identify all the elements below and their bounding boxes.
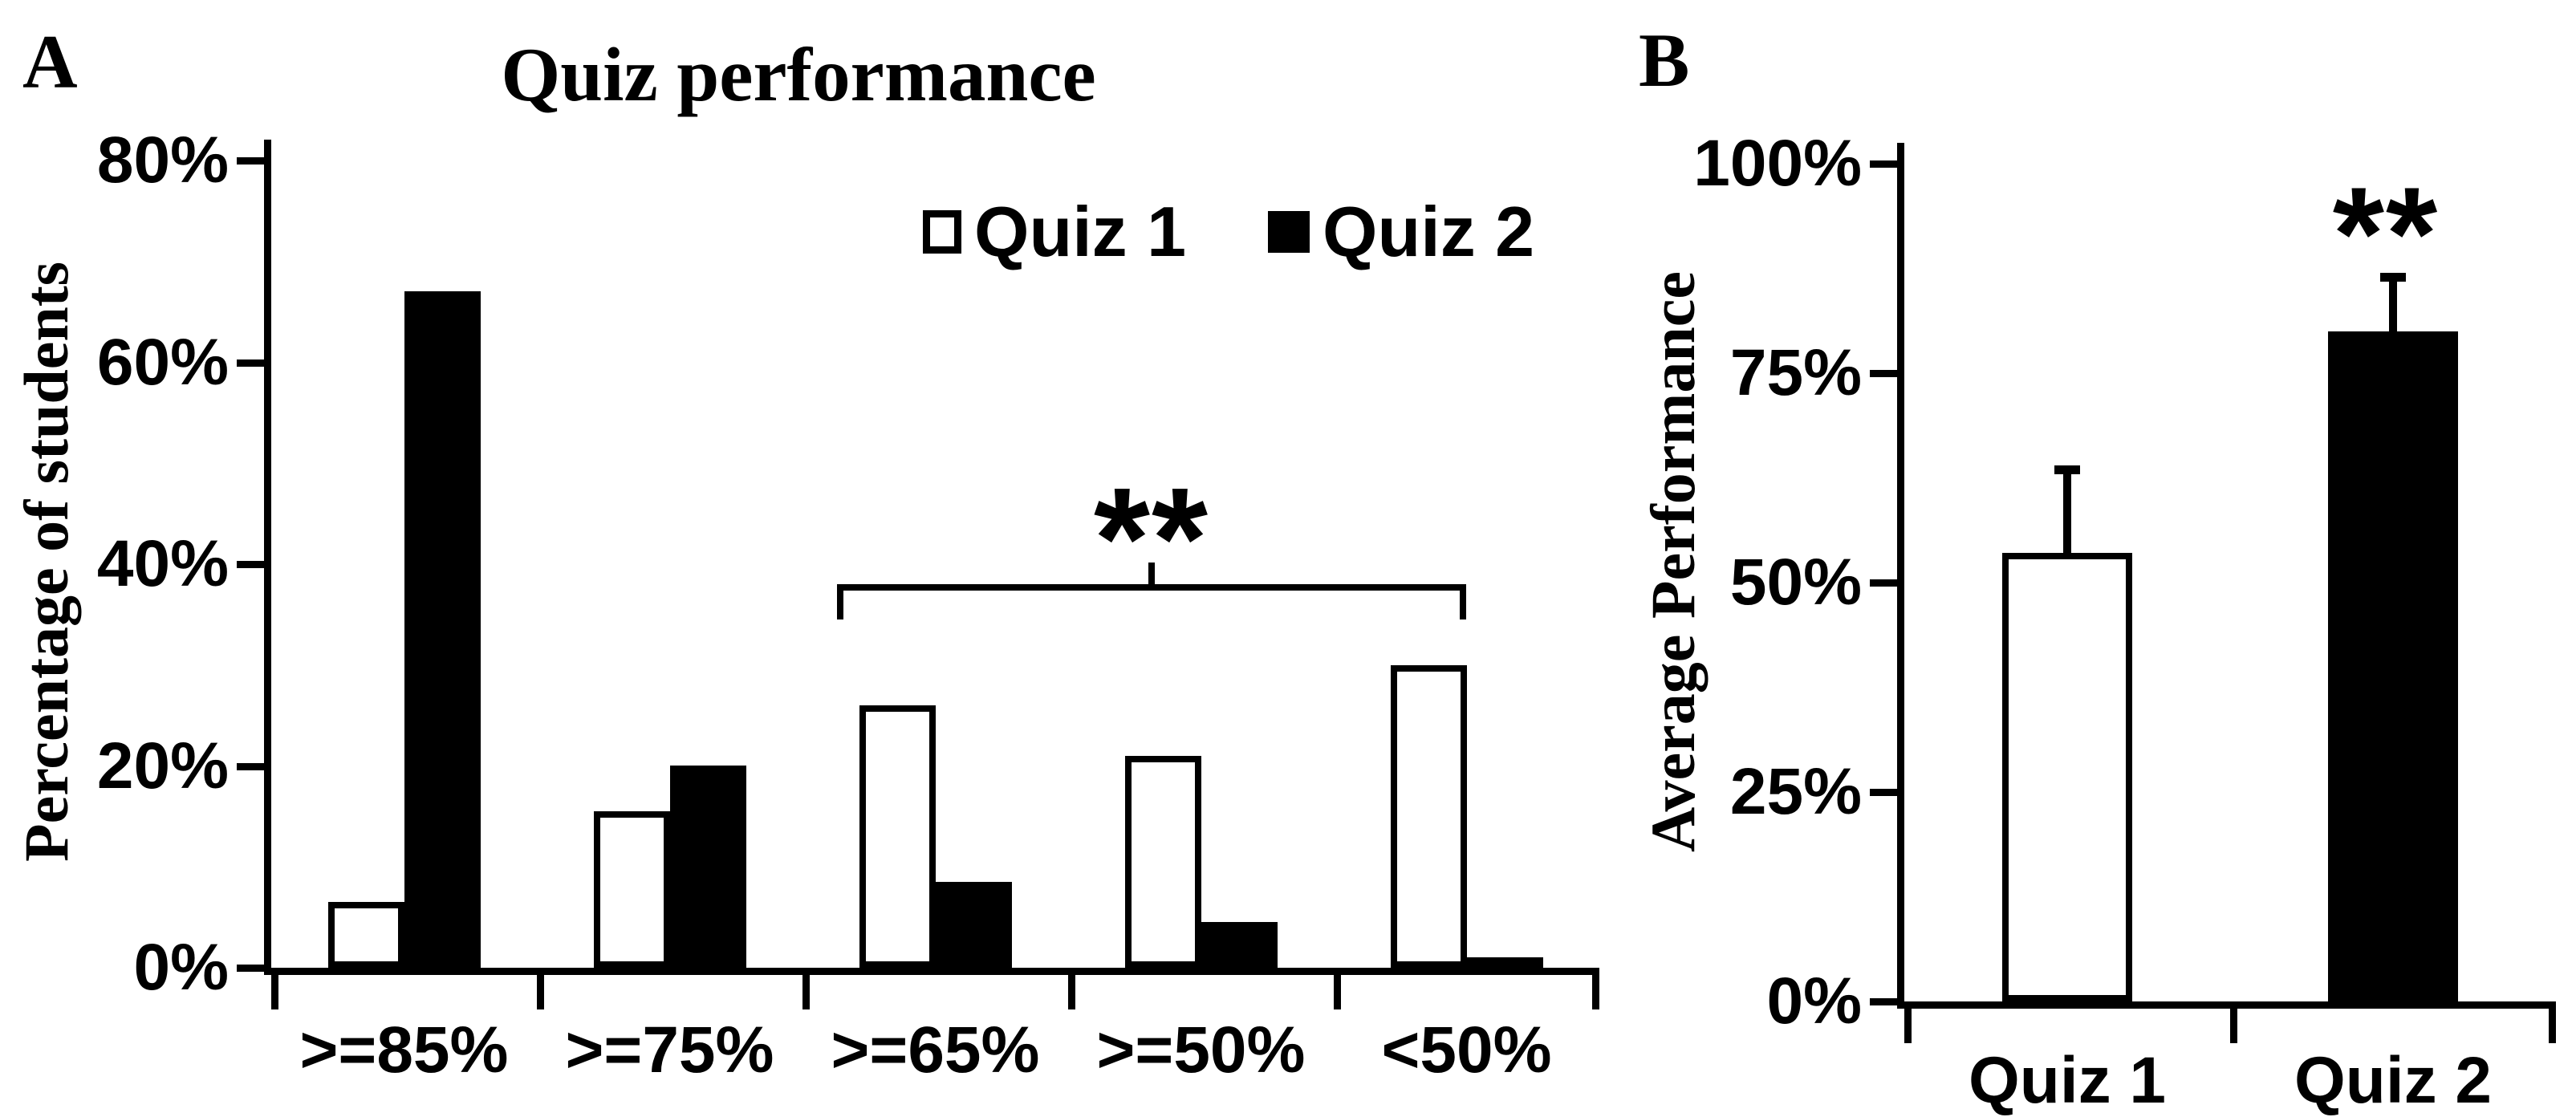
x-category-label-quiz-2: Quiz 2 [2294,1044,2493,1117]
y-tick-label-80: 80% [96,124,229,197]
panel-a-title: Quiz performance [501,32,1096,117]
significance-bracket-right-hook [1460,584,1466,619]
panel-b-plot-area: ** 0% 25% 50% 75% 100% Quiz 1 Quiz 2 [1693,127,2556,1114]
significance-bracket-center-notch [1148,563,1155,584]
bar-quiz1-50 [1124,756,1201,968]
panel-b-y-axis-cap [1897,143,1904,164]
x-tick-3 [1068,975,1075,1009]
figure-quiz-performance: A Quiz performance Percentage of student… [11,18,2556,1114]
panel-a-plot-area: Quiz 1 Quiz 2 ** 0% 20% 40% 60% 80% >=85% >=75… [97,124,1599,1083]
y-tick-0 [237,965,264,972]
error-bar-quiz-1 [2063,469,2071,557]
legend-item-quiz2: Quiz 2 [1268,197,1534,267]
y-tick-label-40: 40% [96,527,229,600]
x-category-label-85: >=85% [299,1013,509,1087]
significance-bracket-left-hook [837,584,843,619]
x-category-label-75: >=75% [565,1013,774,1087]
x-tick-2 [2549,1009,2556,1043]
panel-a-letter: A [22,19,78,104]
significance-marker-panel-a: ** [1093,458,1210,619]
bar-quiz1-85 [327,902,404,968]
y-tick-40 [237,561,264,568]
bar-quiz1-50 [1390,665,1467,968]
x-tick-4 [1334,975,1341,1009]
y-tick-label-50: 50% [1729,546,1862,619]
y-tick-100 [1870,160,1897,168]
y-tick-50 [1870,579,1897,587]
y-tick-label-100: 100% [1693,127,1862,200]
y-tick-label-0: 0% [1766,965,1862,1038]
y-tick-label-60: 60% [96,325,229,399]
x-tick-2 [802,975,810,1009]
x-tick-0 [271,975,278,1009]
legend: Quiz 1 Quiz 2 [923,197,1534,267]
y-tick-0 [1870,998,1897,1005]
bar-quiz2-50 [1466,957,1543,968]
significance-bracket-line [837,584,1466,591]
panel-b-letter: B [1639,18,1690,103]
legend-label-quiz2: Quiz 2 [1323,192,1535,271]
x-category-label-65: >=65% [831,1013,1040,1087]
error-bar-cap-quiz-2 [2380,272,2406,282]
y-tick-25 [1870,789,1897,796]
bar-quiz2-50 [1201,922,1278,968]
x-tick-1 [2230,1009,2237,1043]
bar-quiz2-75 [669,766,746,968]
bar-quiz-1 [2002,553,2132,1001]
quiz2-filled-square-swatch-icon [1268,211,1310,253]
x-tick-5 [1592,975,1599,1009]
y-tick-label-0: 0% [133,931,229,1004]
x-category-label-quiz-1: Quiz 1 [1968,1044,2167,1117]
error-bar-quiz-2 [2389,276,2397,335]
significance-marker-panel-b: ** [2332,160,2440,307]
quiz1-open-square-swatch-icon [923,210,961,254]
x-tick-1 [537,975,544,1009]
bar-quiz2-85 [404,291,481,968]
x-category-label-50: >=50% [1096,1013,1306,1087]
x-category-label-50: <50% [1381,1013,1552,1087]
y-tick-75 [1870,370,1897,377]
legend-item-quiz1: Quiz 1 [923,197,1186,267]
legend-label-quiz1: Quiz 1 [974,192,1187,271]
bar-quiz2-65 [935,882,1012,968]
y-tick-20 [237,762,264,770]
bar-quiz1-65 [859,705,936,968]
y-tick-label-25: 25% [1729,755,1862,828]
y-tick-80 [237,157,264,165]
y-tick-label-20: 20% [96,729,229,802]
y-tick-label-75: 75% [1729,336,1862,409]
error-bar-cap-quiz-1 [2054,465,2080,475]
x-tick-0 [1904,1009,1912,1043]
bar-quiz-2 [2328,331,2458,1001]
panel-a-y-axis-cap [264,140,271,160]
y-tick-60 [237,359,264,367]
bar-quiz1-75 [593,811,670,968]
